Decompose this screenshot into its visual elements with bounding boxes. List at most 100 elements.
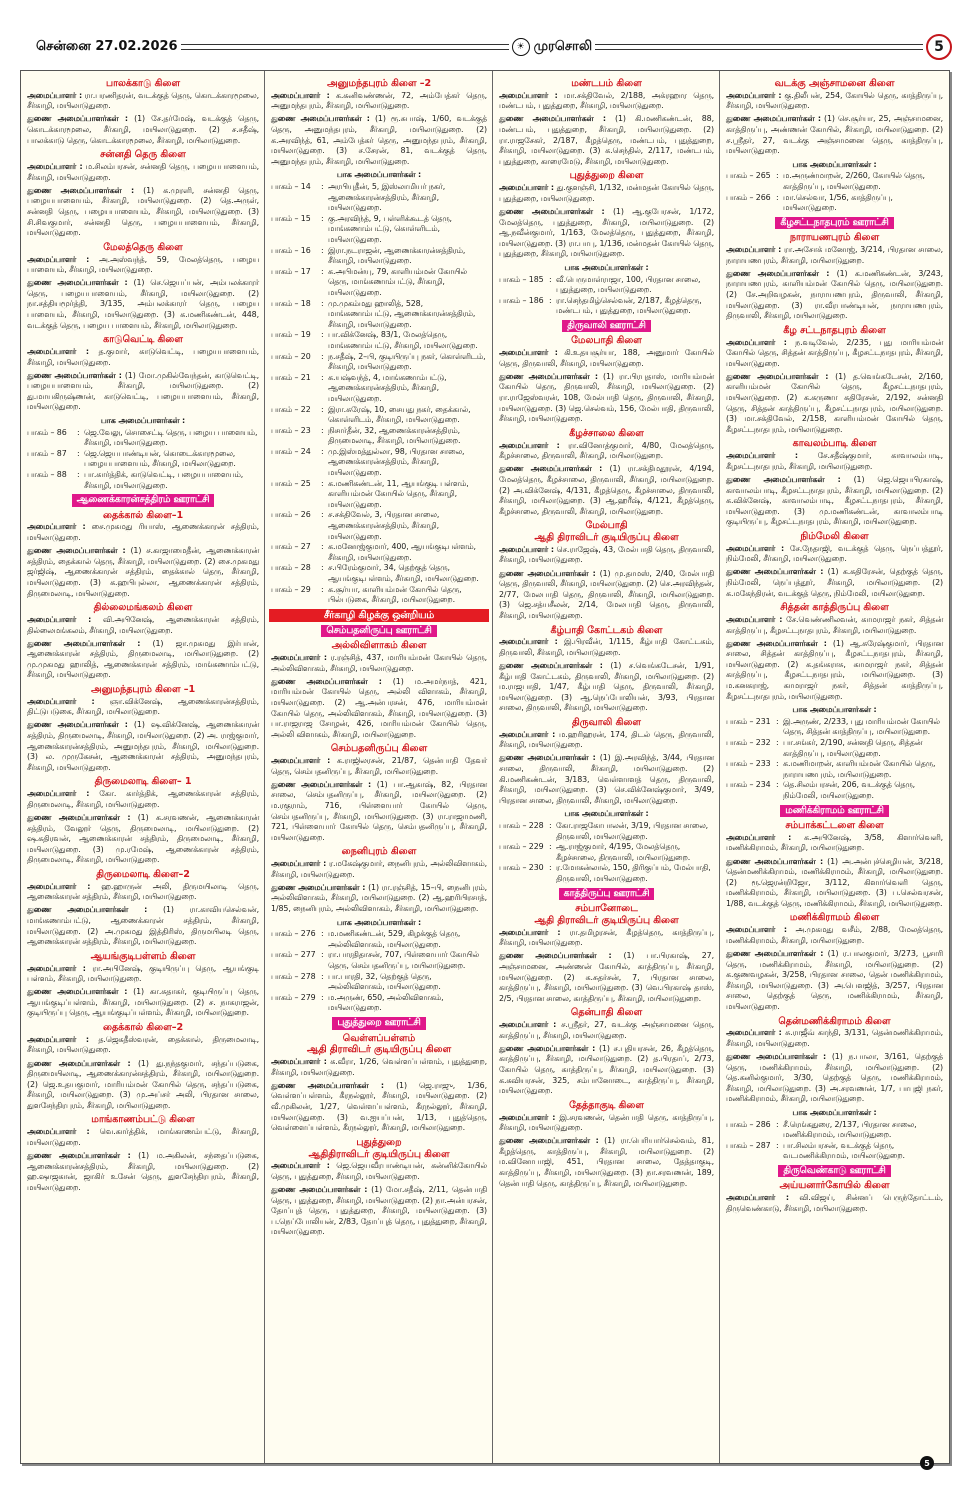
booth-organisers-title: பாக அமைப்பாளர்கள் : — [792, 1107, 877, 1117]
entry-text: மா.சக்திவேல், 2/188, அக்ரஹார தெரு, மண்டப… — [499, 90, 714, 111]
branch-heading-line: சம்பாக்கட்டளை கிளை — [785, 820, 884, 832]
deputy-organisers-entry: துணை அமைப்பாளர்கள் : (1) இ.அரவிந்த், 3/4… — [499, 753, 714, 806]
branch-heading: திருமைலாடி கிளை– 1 — [27, 776, 259, 788]
booth-number: பாகம் – 229 — [499, 842, 549, 863]
entry-label: அமைப்பாளர் : — [499, 927, 561, 937]
entry-label: துணை அமைப்பாளர்கள் : — [726, 474, 841, 484]
entry-text: த.ஜெகதீஸ்வரன், தைக்கால், திருமைலாடி, சீர… — [27, 1034, 259, 1055]
booth-no: 186 — [528, 295, 544, 305]
booth-number: பாகம் – 279 — [271, 993, 321, 1014]
deputy-organisers-entry: துணை அமைப்பாளர்கள் : (1) ச.புதியரசன், 26… — [499, 1044, 714, 1097]
booth-number: பாகம் – 276 — [271, 929, 321, 950]
organiser-entry: அமைப்பாளர் : கோ. கார்த்திக், ஆணைக்காரன் … — [27, 789, 259, 810]
branch-heading-line: அனுமந்தபுரம் கிளை –2 — [326, 78, 432, 89]
branch-heading: மேல்பாதி ஆதி திராவிடர் குடியிருப்பு கிளை — [499, 520, 714, 544]
booth-no: 185 — [528, 274, 544, 284]
booth-text: பா.விக்னேஷ், 83/1, மேலத்தெரு, மாங்கணாம்ப… — [328, 330, 478, 350]
panchayat-name: திருவெண்காடு ஊராட்சி — [778, 1164, 891, 1178]
booth-text: இரா.சுரேஷ், 10, சையது நகர், தைக்கால், கொ… — [328, 404, 471, 425]
booth-prefix: பாகம் – — [271, 298, 299, 308]
branch-heading-line: செம்பதனிருப்பு கிளை — [330, 743, 428, 755]
organiser-entry: அமைப்பாளர் : க.ராஜிலரசன், 21/87, தென்பாத… — [271, 756, 487, 777]
masthead-rule-left — [180, 44, 509, 50]
entry-text: ரா.வினோத்குமார், 4/80, மேலத்தெரு, கீழச்ச… — [499, 440, 714, 461]
entry-label: துணை அமைப்பாளர்கள் : — [271, 779, 372, 789]
booth-colon: : — [776, 1119, 779, 1129]
booth-entry: பாகம் – 18: மு.முகம்மது ஹாலித், 528, மாங்… — [271, 299, 487, 331]
branch-heading: மணிக்கிராமம் கிளை — [726, 912, 943, 924]
booth-colon: : — [321, 266, 324, 276]
entry-label: அமைப்பாளர் : — [499, 1020, 557, 1030]
booth-entry: பாகம் – 278: பா.பாரதி, 32, தெற்குத் தெரு,… — [271, 972, 487, 993]
booth-number: பாகம் – 16 — [271, 246, 321, 267]
branch-heading: தென்பாதி கிளை — [499, 1007, 714, 1019]
entry-text: (1) ஜெ.ராஜு, 1/36, வெள்ளப்பள்ளம், கீரநல்… — [271, 1080, 487, 1133]
booth-entry: பாகம் – 20: ந.சதீஷ், 2–பி, குடியிருப்பு ந… — [271, 352, 487, 373]
booth-no: 16 — [300, 245, 311, 255]
entry-label: துணை அமைப்பாளர்கள் : — [27, 114, 128, 124]
booth-number: பாகம் – 19 — [271, 330, 321, 351]
booth-number: பாகம் – 24 — [271, 447, 321, 479]
deputy-organisers-entry: துணை அமைப்பாளர்கள் : (1) ச.காஜாமைதீன், ஆ… — [27, 546, 259, 599]
entry-text: (1) ரா.ரஞ்சித், 15–பி, நைனிபுரம், அல்லிவ… — [271, 882, 487, 914]
booth-entry: பாகம் – 88: பா.கார்த்திக், காடுவெட்டி, பழ… — [27, 470, 259, 491]
panchayat-tag: திருவாலி ஊராட்சி — [499, 319, 714, 333]
entry-text: ரா.அசோக் மனோஜ், 3/214, பிரதான சாலை, நாரா… — [726, 245, 943, 265]
branch-heading-line: மாங்காணம்பட்டு கிளை — [91, 1114, 195, 1126]
entry-label: அமைப்பாளர் : — [27, 254, 90, 264]
booth-prefix: பாகம் – — [499, 274, 527, 284]
booth-text: க.மனோஜ்குமார், 400, ஆயங்குடிபள்ளம், சீர்… — [328, 542, 476, 562]
branch-heading-line: மேலபாதி கிளை — [571, 335, 642, 347]
entry-text: (1) ச.வெங்கடேசன், 1/91, கீழ்பாதி கோட்டகம… — [499, 661, 714, 713]
booth-no: 17 — [300, 266, 311, 276]
deputy-organisers-entry: துணை அமைப்பாளர்கள் : (1) ஜெ.ராஜு, 1/36, … — [271, 1081, 487, 1134]
organiser-entry: அமைப்பாளர் : அ.முகமது வசீம், 2/88, மேலத்… — [726, 925, 943, 946]
entry-label: துணை அமைப்பாளர்கள் : — [27, 638, 141, 648]
entry-label: துணை அமைப்பாளர்கள் : — [271, 1080, 384, 1090]
branch-heading: புதுத்துறை கிளை — [499, 170, 714, 182]
booth-colon: : — [321, 510, 324, 520]
entry-label: அமைப்பாளர் : — [27, 346, 89, 356]
entry-text: இ.சரவணன், தென்பாதி தெரு, காத்திருப்பு, ச… — [499, 1112, 714, 1133]
entry-text: (1) த.வெங்கடேசன், 2/160, காளியம்மன் கோயி… — [726, 371, 943, 434]
branch-heading-line: புதுத்துறை — [356, 1136, 402, 1148]
entry-text: (1) ஆ.குபேரசன், 1/172, மேலத்தெரு, புதுத்… — [499, 206, 715, 259]
booth-text: ந.சதீஷ், 2–பி, குடியிருப்பு நகர், கொள்ளி… — [328, 351, 486, 372]
booth-prefix: பாகம் – — [499, 821, 527, 831]
entry-label: துணை அமைப்பாளர்கள் : — [27, 905, 148, 915]
column-3: மண்டபம் கிளை அமைப்பாளர் : மா.சக்திவேல், 2… — [493, 71, 720, 1463]
branch-heading-line: தைக்கால் கிளை–1 — [102, 509, 184, 521]
deputy-organisers-entry: துணை அமைப்பாளர்கள் : (1) க.கதிரேசன், தெற… — [726, 567, 943, 599]
entry-text: வி.விஜய், சின்னப் பெருந்தோட்டம், திருவெண… — [726, 1193, 943, 1213]
branch-heading-line: காவலம்பாடி கிளை — [792, 438, 877, 450]
booth-number: பாகம் – 17 — [271, 267, 321, 299]
booth-text: மா.செல்வா, 1/56, காத்திருப்பு, மயிலாடுது… — [783, 192, 893, 213]
booth-entry: பாகம் – 228: கோ.ராஜகோபாலன், 3/19, பிரதான … — [499, 821, 714, 842]
entry-label: துணை அமைப்பாளர்கள் : — [726, 948, 824, 958]
deputy-organisers-entry: துணை அமைப்பாளர்கள் : (1) க.சரவணன், ஆணைக்… — [27, 813, 259, 866]
booth-prefix: பாகம் – — [726, 1140, 754, 1150]
panchayat-tag: செம்பதனிருப்பு ஊராட்சி — [271, 624, 487, 638]
booth-text: ஆ.ராஜ்குமார், 4/195, மேலத்தெரு, கீழச்சால… — [556, 842, 691, 862]
deputy-organisers-entry: துணை அமைப்பாளர்கள் : (1) த.வெங்கடேசன், 2… — [726, 372, 943, 436]
entry-text: ஞா.விக்னேஷ், ஆணைக்காரன்சத்திரம், திட்டுப… — [27, 696, 259, 717]
booth-number: பாகம் – 277 — [271, 950, 321, 971]
entry-text: (1) மோ.சதீஷ், 2/11, தென்பாதி தெரு, புதுத… — [271, 1185, 488, 1237]
branch-heading-line: தென்மணிக்கிராமம் கிளை — [778, 1015, 891, 1027]
booth-entry: பாகம் – 24: மு.இஸ்மத்துல்லா, 98, பிரதான ச… — [271, 447, 487, 479]
booth-colon: : — [321, 584, 324, 594]
organiser-entry: அமைப்பாளர் : த.குமார், காடுவெட்டி, பழையப… — [27, 347, 259, 368]
booth-entry: பாகம் – 15: கு.அரவிந்த், 9, பள்ளிக்கூடத் … — [271, 214, 487, 246]
booth-prefix: பாகம் – — [271, 245, 299, 255]
organiser-entry: அமைப்பாளர் : சே.நேதாஜி, வடக்குத் தெரு, ந… — [726, 544, 943, 565]
booth-prefix: பாகம் – — [726, 192, 754, 202]
booth-text: பா.சிலம்பரசன், வடக்குத் தெரு, வடமணிக்கிர… — [783, 1140, 905, 1161]
page-number-badge: 5 — [926, 34, 953, 60]
booth-colon: : — [321, 298, 324, 308]
entry-text: (1) ம.அமர்நாத், 421, மாரியம்மன் கோயில் த… — [271, 676, 487, 739]
organiser-entry: அமைப்பாளர் : இ.பிரவீன், 1/115, கீழ்பாதி … — [499, 637, 714, 658]
branch-heading: மேலபாதி கிளை — [499, 335, 714, 347]
booth-number: பாகம் – 14 — [271, 182, 321, 214]
booth-no: 229 — [528, 842, 544, 852]
entry-label: அமைப்பாளர் : — [499, 440, 560, 450]
